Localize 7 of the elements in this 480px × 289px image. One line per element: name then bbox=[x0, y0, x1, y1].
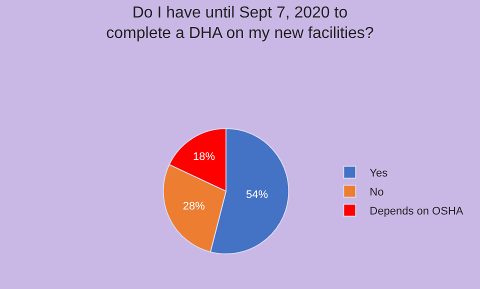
chart-title: Do I have until Sept 7, 2020 to complete a DHA on my new facilities? bbox=[106, 4, 374, 42]
legend-label: No bbox=[370, 186, 384, 199]
legend-label: Yes bbox=[370, 168, 388, 180]
data-label: 18% bbox=[193, 150, 216, 163]
legend-label: Depends on OSHA bbox=[370, 206, 464, 218]
data-label: 28% bbox=[182, 200, 206, 212]
data-label: 54% bbox=[246, 189, 268, 202]
